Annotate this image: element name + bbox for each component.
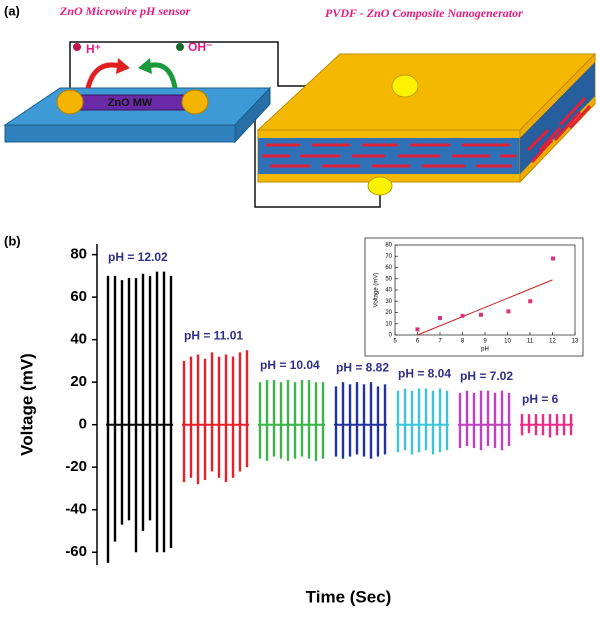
x-tick-label: 7 bbox=[438, 339, 442, 345]
x-tick-label: 8 bbox=[461, 339, 465, 345]
ion-dot bbox=[176, 43, 184, 51]
y-tick-label: 10 bbox=[385, 321, 392, 327]
y-tick-label: 0 bbox=[79, 416, 87, 433]
y-tick-label: 40 bbox=[385, 288, 392, 294]
series-label: pH = 8.82 bbox=[336, 360, 389, 374]
series-label: pH = 11.01 bbox=[184, 328, 243, 342]
y-tick-label: 50 bbox=[385, 276, 392, 282]
composite-side bbox=[520, 62, 595, 174]
substrate-side bbox=[234, 86, 271, 144]
y-tick-label: 60 bbox=[70, 288, 87, 305]
panel-label: (b) bbox=[4, 233, 21, 248]
arrow-head bbox=[116, 58, 130, 74]
point bbox=[438, 316, 442, 321]
electrode bbox=[181, 89, 209, 115]
x-tick-label: 11 bbox=[527, 339, 534, 345]
arrow bbox=[85, 62, 121, 89]
x-tick-label: 13 bbox=[572, 339, 579, 345]
y-tick-label: 30 bbox=[385, 299, 392, 305]
y-tick-label: 60 bbox=[385, 265, 392, 271]
y-tick-label: -60 bbox=[65, 543, 87, 560]
ion-label: OH⁻ bbox=[188, 40, 212, 54]
y-axis-label: Voltage (mV) bbox=[374, 273, 380, 308]
series-label: pH = 12.02 bbox=[108, 250, 168, 264]
y-tick-label: 80 bbox=[70, 246, 87, 263]
series-label: pH = 6 bbox=[522, 392, 559, 406]
series-label: pH = 7.02 bbox=[460, 369, 513, 383]
x-tick-label: 5 bbox=[393, 339, 397, 345]
substrate-front bbox=[4, 124, 236, 143]
y-tick-label: 20 bbox=[70, 373, 87, 390]
point bbox=[478, 312, 483, 317]
sensor-title: ZnO Microwire pH sensor bbox=[59, 4, 191, 18]
nanowires bbox=[262, 96, 592, 168]
x-axis-label: pH bbox=[481, 347, 489, 353]
y-tick-label: -20 bbox=[65, 458, 87, 475]
generator-title: PVDF - ZnO Composite Nanogenerator bbox=[325, 6, 523, 20]
point bbox=[415, 327, 420, 332]
point bbox=[528, 299, 533, 304]
y-tick-label: 20 bbox=[385, 310, 392, 316]
contact bbox=[367, 176, 393, 196]
y-tick-label: -40 bbox=[65, 501, 87, 518]
x-tick-label: 9 bbox=[483, 339, 487, 345]
y-tick-label: 80 bbox=[385, 243, 392, 249]
point bbox=[460, 313, 465, 318]
point bbox=[550, 256, 555, 261]
x-axis-label: Time (Sec) bbox=[306, 587, 392, 606]
y-axis-label: Voltage (mV) bbox=[17, 353, 36, 456]
x-tick-label: 10 bbox=[504, 339, 511, 345]
inset-frame bbox=[364, 237, 584, 357]
arrow-head bbox=[138, 58, 152, 74]
y-tick-label: 70 bbox=[385, 254, 392, 260]
x-tick-label: 6 bbox=[416, 339, 420, 345]
series-label: pH = 8.04 bbox=[398, 367, 451, 381]
fit-line bbox=[417, 279, 553, 336]
arrow bbox=[147, 62, 178, 89]
y-tick-label: 40 bbox=[70, 331, 87, 348]
point bbox=[506, 309, 511, 314]
series-label: pH = 10.04 bbox=[260, 358, 320, 372]
x-tick-label: 12 bbox=[549, 339, 556, 345]
ion-dot bbox=[73, 43, 81, 51]
ion-label: H⁺ bbox=[86, 42, 101, 56]
y-tick-label: 0 bbox=[389, 333, 393, 339]
panel-label: (a) bbox=[4, 3, 20, 18]
contact bbox=[391, 74, 419, 98]
electrode bbox=[56, 89, 84, 115]
wire-label: ZnO MW bbox=[108, 97, 153, 109]
